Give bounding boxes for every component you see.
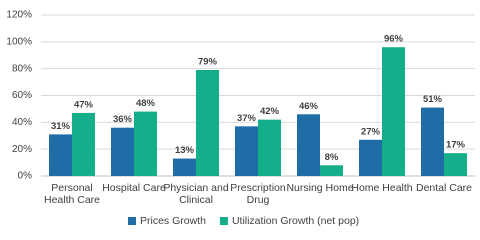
x-tick-label: Personal Health Care bbox=[43, 182, 101, 206]
bar bbox=[258, 119, 281, 176]
y-tick-label: 20% bbox=[12, 144, 32, 155]
bar bbox=[359, 139, 382, 176]
value-label: 79% bbox=[198, 57, 218, 68]
value-label: 47% bbox=[74, 99, 94, 110]
bar bbox=[235, 126, 258, 176]
legend-swatch bbox=[219, 217, 228, 225]
legend-label: Prices Growth bbox=[140, 215, 206, 227]
legend-swatch bbox=[128, 217, 136, 225]
bar bbox=[173, 158, 196, 176]
y-tick-label: 100% bbox=[6, 36, 32, 47]
bar bbox=[49, 134, 72, 176]
x-tick-label: Nursing Home bbox=[286, 182, 354, 194]
bar bbox=[421, 107, 444, 176]
value-label: 37% bbox=[237, 113, 257, 124]
bar bbox=[111, 127, 134, 176]
value-label: 48% bbox=[136, 98, 156, 109]
value-label: 8% bbox=[325, 152, 339, 163]
value-label: 17% bbox=[446, 140, 466, 151]
bar bbox=[382, 47, 405, 177]
y-tick-label: 80% bbox=[12, 63, 32, 74]
x-tick-label: Prescription Drug bbox=[230, 182, 286, 206]
value-label: 13% bbox=[175, 145, 195, 156]
bar bbox=[72, 112, 95, 176]
y-tick-label: 40% bbox=[12, 117, 32, 128]
value-label: 46% bbox=[299, 101, 319, 112]
value-label: 31% bbox=[51, 121, 71, 132]
bar bbox=[297, 114, 320, 176]
y-tick-label: 120% bbox=[6, 10, 32, 21]
legend-label: Utilization Growth (net pop) bbox=[232, 215, 359, 227]
y-tick-label: 60% bbox=[12, 90, 32, 101]
bar bbox=[320, 165, 343, 176]
bar bbox=[444, 153, 467, 176]
value-label: 36% bbox=[113, 114, 133, 125]
x-tick-label: Hospital Care bbox=[102, 182, 166, 194]
value-label: 27% bbox=[361, 126, 381, 137]
x-tick-label: Home Health bbox=[351, 182, 413, 194]
value-label: 96% bbox=[384, 34, 404, 45]
x-tick-label: Physician and Clinical bbox=[163, 182, 229, 206]
bar bbox=[196, 70, 219, 176]
y-tick-label: 0% bbox=[18, 171, 33, 182]
value-label: 42% bbox=[260, 106, 280, 117]
value-label: 51% bbox=[423, 94, 443, 105]
bar bbox=[134, 111, 157, 176]
x-tick-label: Dental Care bbox=[415, 182, 473, 194]
